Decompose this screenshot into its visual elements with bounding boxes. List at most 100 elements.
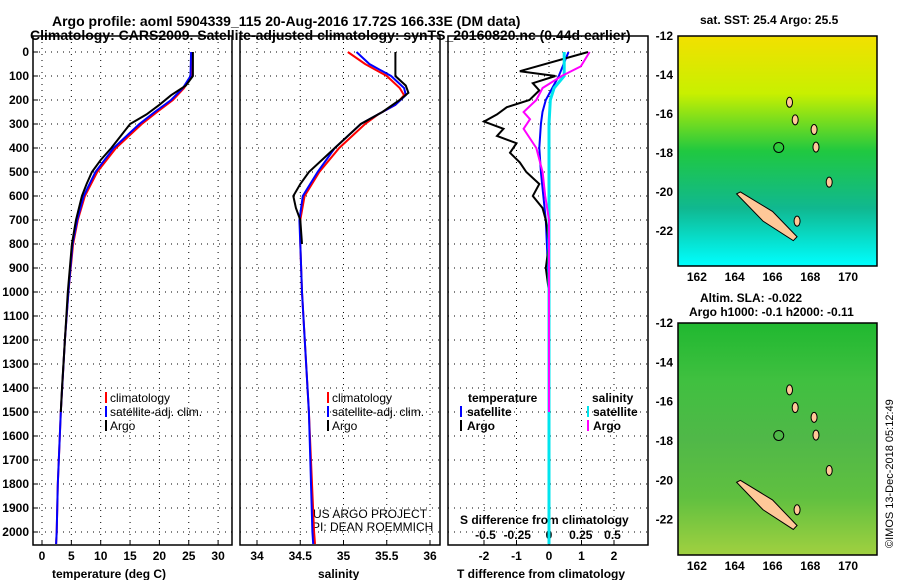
sst-map-title: sat. SST: 25.4 Argo: 25.5 xyxy=(700,13,839,27)
map-lat-tick-label: -20 xyxy=(656,473,674,487)
depth-tick-label: 100 xyxy=(9,69,29,83)
legend-swatch xyxy=(105,392,107,403)
series-s-argo xyxy=(522,51,591,412)
x-tick-label: 1 xyxy=(578,549,585,563)
island xyxy=(786,384,794,396)
series-t-argo xyxy=(481,51,589,388)
x-tick-label: 10 xyxy=(94,549,108,563)
depth-tick-label: 600 xyxy=(9,189,29,203)
legend-swatch xyxy=(327,420,329,431)
temperature-xlabel: temperature (deg C) xyxy=(52,567,166,580)
panel-frame xyxy=(32,35,233,546)
depth-tick-label: 1600 xyxy=(2,429,29,443)
sla-map xyxy=(678,323,877,555)
legend-label: satellite xyxy=(593,405,638,419)
depth-tick-label: 1500 xyxy=(2,405,29,419)
legend-title: temperature xyxy=(468,391,538,405)
x-tick-label: 20 xyxy=(153,549,167,563)
panel-frame xyxy=(239,35,441,546)
legend-label: climatology xyxy=(332,391,392,405)
depth-tick-label: 0 xyxy=(22,45,29,59)
tdiff-xlabel: T difference from climatology xyxy=(457,567,625,580)
depth-tick-label: 1300 xyxy=(2,357,29,371)
salinity-xlabel: salinity xyxy=(318,567,360,580)
map-lat-tick-label: -14 xyxy=(656,68,674,82)
map-lat-tick-label: -16 xyxy=(656,107,674,121)
map-lat-tick-label: -18 xyxy=(656,146,674,160)
legend-label: satellite-adj. clim. xyxy=(332,405,424,419)
x-tick-label: 5 xyxy=(68,549,75,563)
x-tick-label: 34.5 xyxy=(289,549,313,563)
legend-swatch xyxy=(327,392,329,403)
map-lon-tick-label: 162 xyxy=(687,270,707,284)
sdiff-xlabel: S difference from climatology xyxy=(460,513,629,527)
series-argo xyxy=(292,52,410,245)
x-tick-label: 30 xyxy=(211,549,225,563)
legend-label: Argo xyxy=(593,419,621,433)
title-line-1: Argo profile: aoml 5904339_115 20-Aug-20… xyxy=(52,13,521,29)
map-lon-tick-label: 164 xyxy=(725,559,745,573)
project-annotation: US ARGO PROJECT xyxy=(313,507,428,521)
map-lon-tick-label: 164 xyxy=(725,270,745,284)
series-argo xyxy=(59,52,194,413)
panel-frame xyxy=(447,35,649,546)
map-lat-tick-label: -12 xyxy=(656,29,674,43)
x-tick-label: -1 xyxy=(511,549,522,563)
series-climatology xyxy=(55,51,194,545)
depth-tick-label: 2000 xyxy=(2,525,29,539)
island xyxy=(812,429,820,441)
series-t-satellite xyxy=(538,51,570,532)
legend-swatch xyxy=(460,406,462,417)
depth-tick-label: 200 xyxy=(9,93,29,107)
island xyxy=(791,402,799,414)
legend-title: salinity xyxy=(592,391,634,405)
legend-swatch xyxy=(587,406,589,417)
x-tick-label: 15 xyxy=(123,549,137,563)
credit-text: ©IMOS 13-Dec-2018 05:12:49 xyxy=(884,399,896,548)
island xyxy=(825,464,833,476)
x-tick-label: 25 xyxy=(182,549,196,563)
map-lat-tick-label: -16 xyxy=(656,395,674,409)
legend-swatch xyxy=(587,420,589,431)
argo-position-marker xyxy=(773,141,785,153)
s-diff-tick-label: -0.25 xyxy=(504,528,532,542)
x-tick-label: -2 xyxy=(479,549,490,563)
legend-label: satellite-adj. clim. xyxy=(110,405,202,419)
map-lat-tick-label: -14 xyxy=(656,355,674,369)
map-lon-tick-label: 162 xyxy=(687,559,707,573)
s-diff-tick-label: 0.25 xyxy=(569,528,593,542)
depth-tick-label: 300 xyxy=(9,117,29,131)
depth-tick-label: 800 xyxy=(9,237,29,251)
legend-label: climatology xyxy=(110,391,170,405)
legend-swatch xyxy=(105,406,107,417)
x-tick-label: 2 xyxy=(611,549,618,563)
map-lat-tick-label: -12 xyxy=(656,316,674,330)
island xyxy=(810,124,818,136)
sla-map-title-2: Argo h1000: -0.1 h2000: -0.11 xyxy=(689,305,854,319)
depth-tick-label: 900 xyxy=(9,261,29,275)
depth-tick-label: 1700 xyxy=(2,453,29,467)
pi-annotation: PI: DEAN ROEMMICH xyxy=(312,520,433,534)
island xyxy=(810,411,818,423)
legend-label: Argo xyxy=(467,419,495,433)
depth-tick-label: 1200 xyxy=(2,333,29,347)
legend-swatch xyxy=(327,406,329,417)
argo-position-marker xyxy=(773,429,785,441)
map-lat-tick-label: -22 xyxy=(656,224,674,238)
depth-tick-label: 500 xyxy=(9,165,29,179)
depth-tick-label: 700 xyxy=(9,213,29,227)
island xyxy=(786,96,794,108)
new-caledonia-island xyxy=(735,191,798,242)
island xyxy=(793,504,801,516)
map-frame xyxy=(677,35,878,267)
x-tick-label: 35 xyxy=(337,549,351,563)
x-tick-label: 34 xyxy=(250,549,264,563)
map-lat-tick-label: -22 xyxy=(656,513,674,527)
x-tick-label: 0 xyxy=(39,549,46,563)
depth-tick-label: 1800 xyxy=(2,477,29,491)
legend-label: Argo xyxy=(332,419,358,433)
map-lon-tick-label: 168 xyxy=(800,559,820,573)
depth-tick-label: 1100 xyxy=(3,309,29,323)
